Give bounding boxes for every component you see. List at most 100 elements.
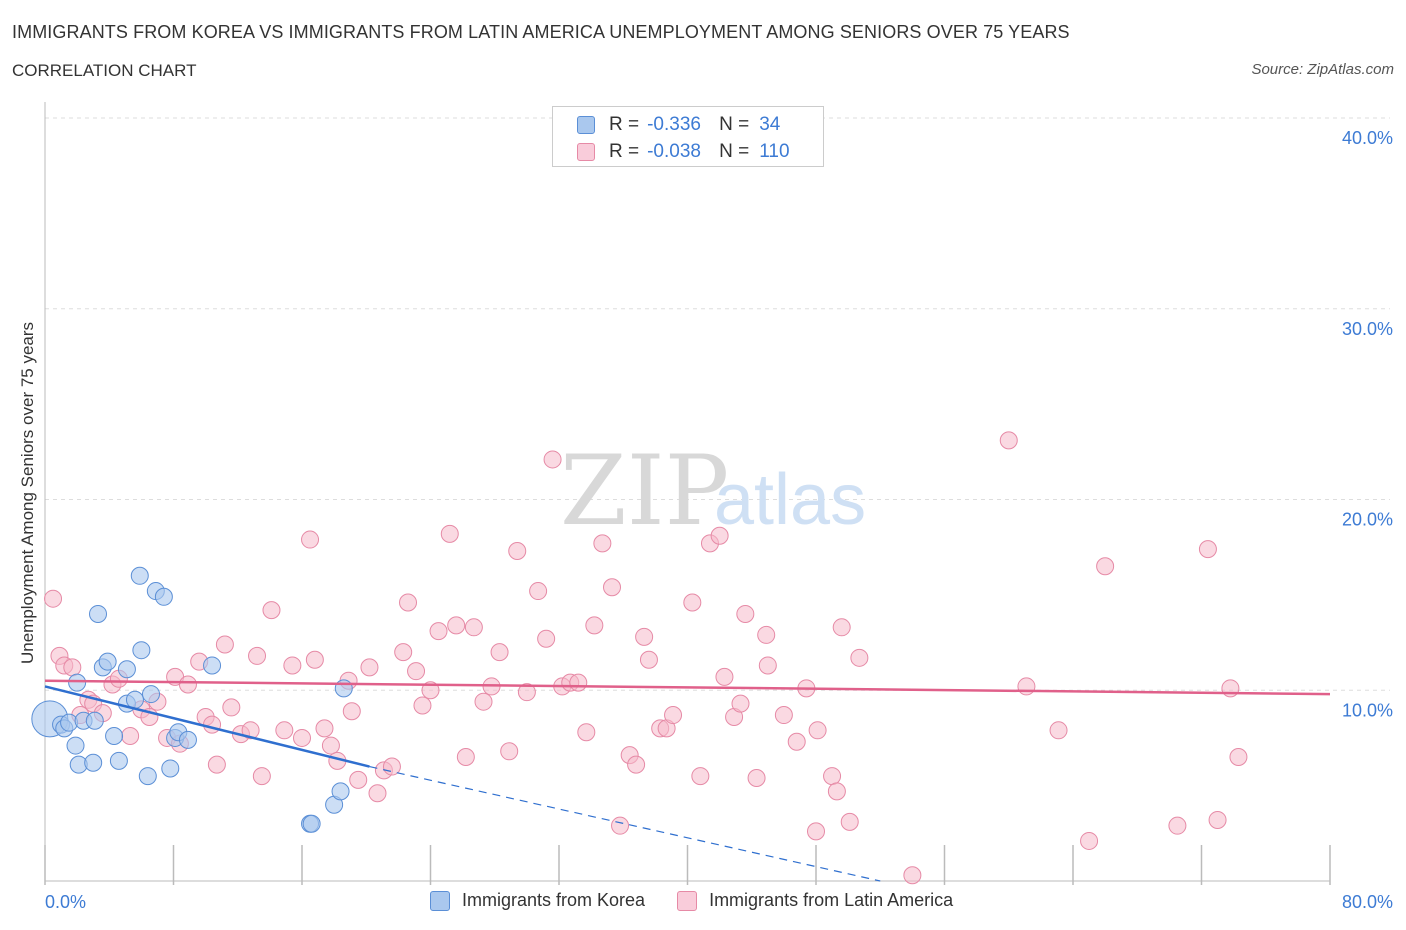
gridlines (45, 117, 1390, 691)
data-point-latin-america (603, 578, 622, 597)
series-legend-latin[interactable]: Immigrants from Latin America (677, 890, 953, 911)
trend-line-korea-extrapolated (369, 765, 881, 882)
data-point-latin-america (585, 616, 604, 635)
data-point-korea (66, 736, 85, 755)
data-point-latin-america (447, 616, 466, 635)
data-point-latin-america (774, 706, 793, 725)
data-point-latin-america (1229, 748, 1248, 767)
data-point-latin-america (537, 629, 556, 648)
data-point-latin-america (683, 593, 702, 612)
data-point-latin-america (1080, 831, 1099, 850)
data-point-korea (89, 604, 108, 623)
data-point-korea (203, 656, 222, 675)
data-point-latin-america (283, 656, 302, 675)
data-point-latin-america (315, 719, 334, 738)
data-point-korea (138, 767, 157, 786)
series-label-latin: Immigrants from Latin America (709, 890, 954, 910)
data-point-latin-america (1017, 677, 1036, 696)
data-point-latin-america (832, 618, 851, 637)
data-point-latin-america (635, 627, 654, 646)
data-point-latin-america (1096, 557, 1115, 576)
data-point-korea (98, 652, 117, 671)
data-point-korea (142, 685, 161, 704)
data-point-latin-america (529, 582, 548, 601)
y-tick-label: 30.0% (1342, 319, 1393, 339)
data-point-latin-america (1049, 721, 1068, 740)
data-point-latin-america (349, 770, 368, 789)
data-point-latin-america (736, 604, 755, 623)
data-point-latin-america (758, 656, 777, 675)
data-point-latin-america (1168, 816, 1187, 835)
data-point-latin-america (639, 650, 658, 669)
data-point-latin-america (543, 450, 562, 469)
data-point-korea (68, 673, 87, 692)
trend-line-latin-america (44, 679, 1331, 696)
series-swatch-latin (677, 890, 698, 911)
data-point-latin-america (710, 526, 729, 545)
data-point-latin-america (999, 431, 1018, 450)
data-point-latin-america (399, 593, 418, 612)
data-point-latin-america (664, 706, 683, 725)
x-tick-label-min: 0.0% (45, 892, 86, 912)
series-legend-korea[interactable]: Immigrants from Korea (430, 890, 645, 911)
data-point-latin-america (787, 732, 806, 751)
y-tick-label: 10.0% (1342, 700, 1393, 720)
data-point-korea (85, 711, 104, 730)
data-point-korea (161, 759, 180, 778)
data-point-latin-america (747, 768, 766, 787)
data-point-latin-america (577, 723, 596, 742)
axes (44, 102, 1331, 885)
legend-row-korea: R = -0.336 N = 34 (577, 114, 780, 136)
legend-r-value: -0.336 (647, 114, 701, 135)
data-point-korea (109, 751, 128, 770)
data-point-latin-america (360, 658, 379, 677)
data-point-latin-america (342, 702, 361, 721)
data-point-latin-america (293, 728, 311, 747)
latin-america-points (44, 431, 1248, 885)
data-point-latin-america (456, 748, 475, 767)
data-point-korea (302, 814, 321, 833)
data-point-korea (132, 641, 151, 660)
legend-r-label: R = (609, 114, 640, 135)
data-point-latin-america (807, 822, 825, 841)
data-point-latin-america (44, 589, 63, 608)
data-point-korea (334, 679, 353, 698)
data-point-latin-america (823, 767, 842, 786)
data-point-latin-america (1208, 810, 1227, 829)
data-point-latin-america (413, 696, 432, 715)
data-point-latin-america (429, 622, 448, 641)
data-point-korea (331, 782, 350, 801)
data-point-latin-america (203, 715, 222, 734)
data-point-latin-america (840, 812, 859, 831)
data-point-latin-america (407, 662, 426, 681)
korea-points (31, 566, 353, 833)
legend-n-value: 34 (759, 114, 781, 135)
data-point-latin-america (850, 648, 869, 667)
data-point-latin-america (757, 625, 776, 644)
legend-r-value: -0.038 (647, 141, 701, 162)
data-point-latin-america (207, 755, 226, 774)
data-point-latin-america (368, 784, 387, 803)
data-point-latin-america (627, 755, 646, 774)
legend-swatch-korea (577, 116, 595, 134)
data-point-latin-america (252, 767, 271, 786)
trend-line-korea (44, 685, 370, 768)
x-tick-label-max: 80.0% (1342, 892, 1393, 912)
legend-n-label: N = (719, 114, 750, 135)
data-point-latin-america (248, 646, 267, 665)
data-point-latin-america (222, 698, 241, 717)
data-point-latin-america (731, 694, 750, 713)
data-point-korea (84, 753, 103, 772)
legend-swatch-latin (577, 143, 595, 161)
data-point-latin-america (215, 635, 234, 654)
data-point-latin-america (611, 816, 630, 835)
data-point-latin-america (517, 683, 536, 702)
data-point-latin-america (178, 675, 197, 694)
legend-n-value: 110 (759, 141, 790, 162)
series-swatch-korea (430, 890, 450, 911)
data-point-korea (154, 587, 173, 606)
data-point-korea (105, 727, 124, 746)
data-point-latin-america (827, 782, 846, 801)
data-point-latin-america (808, 721, 827, 740)
